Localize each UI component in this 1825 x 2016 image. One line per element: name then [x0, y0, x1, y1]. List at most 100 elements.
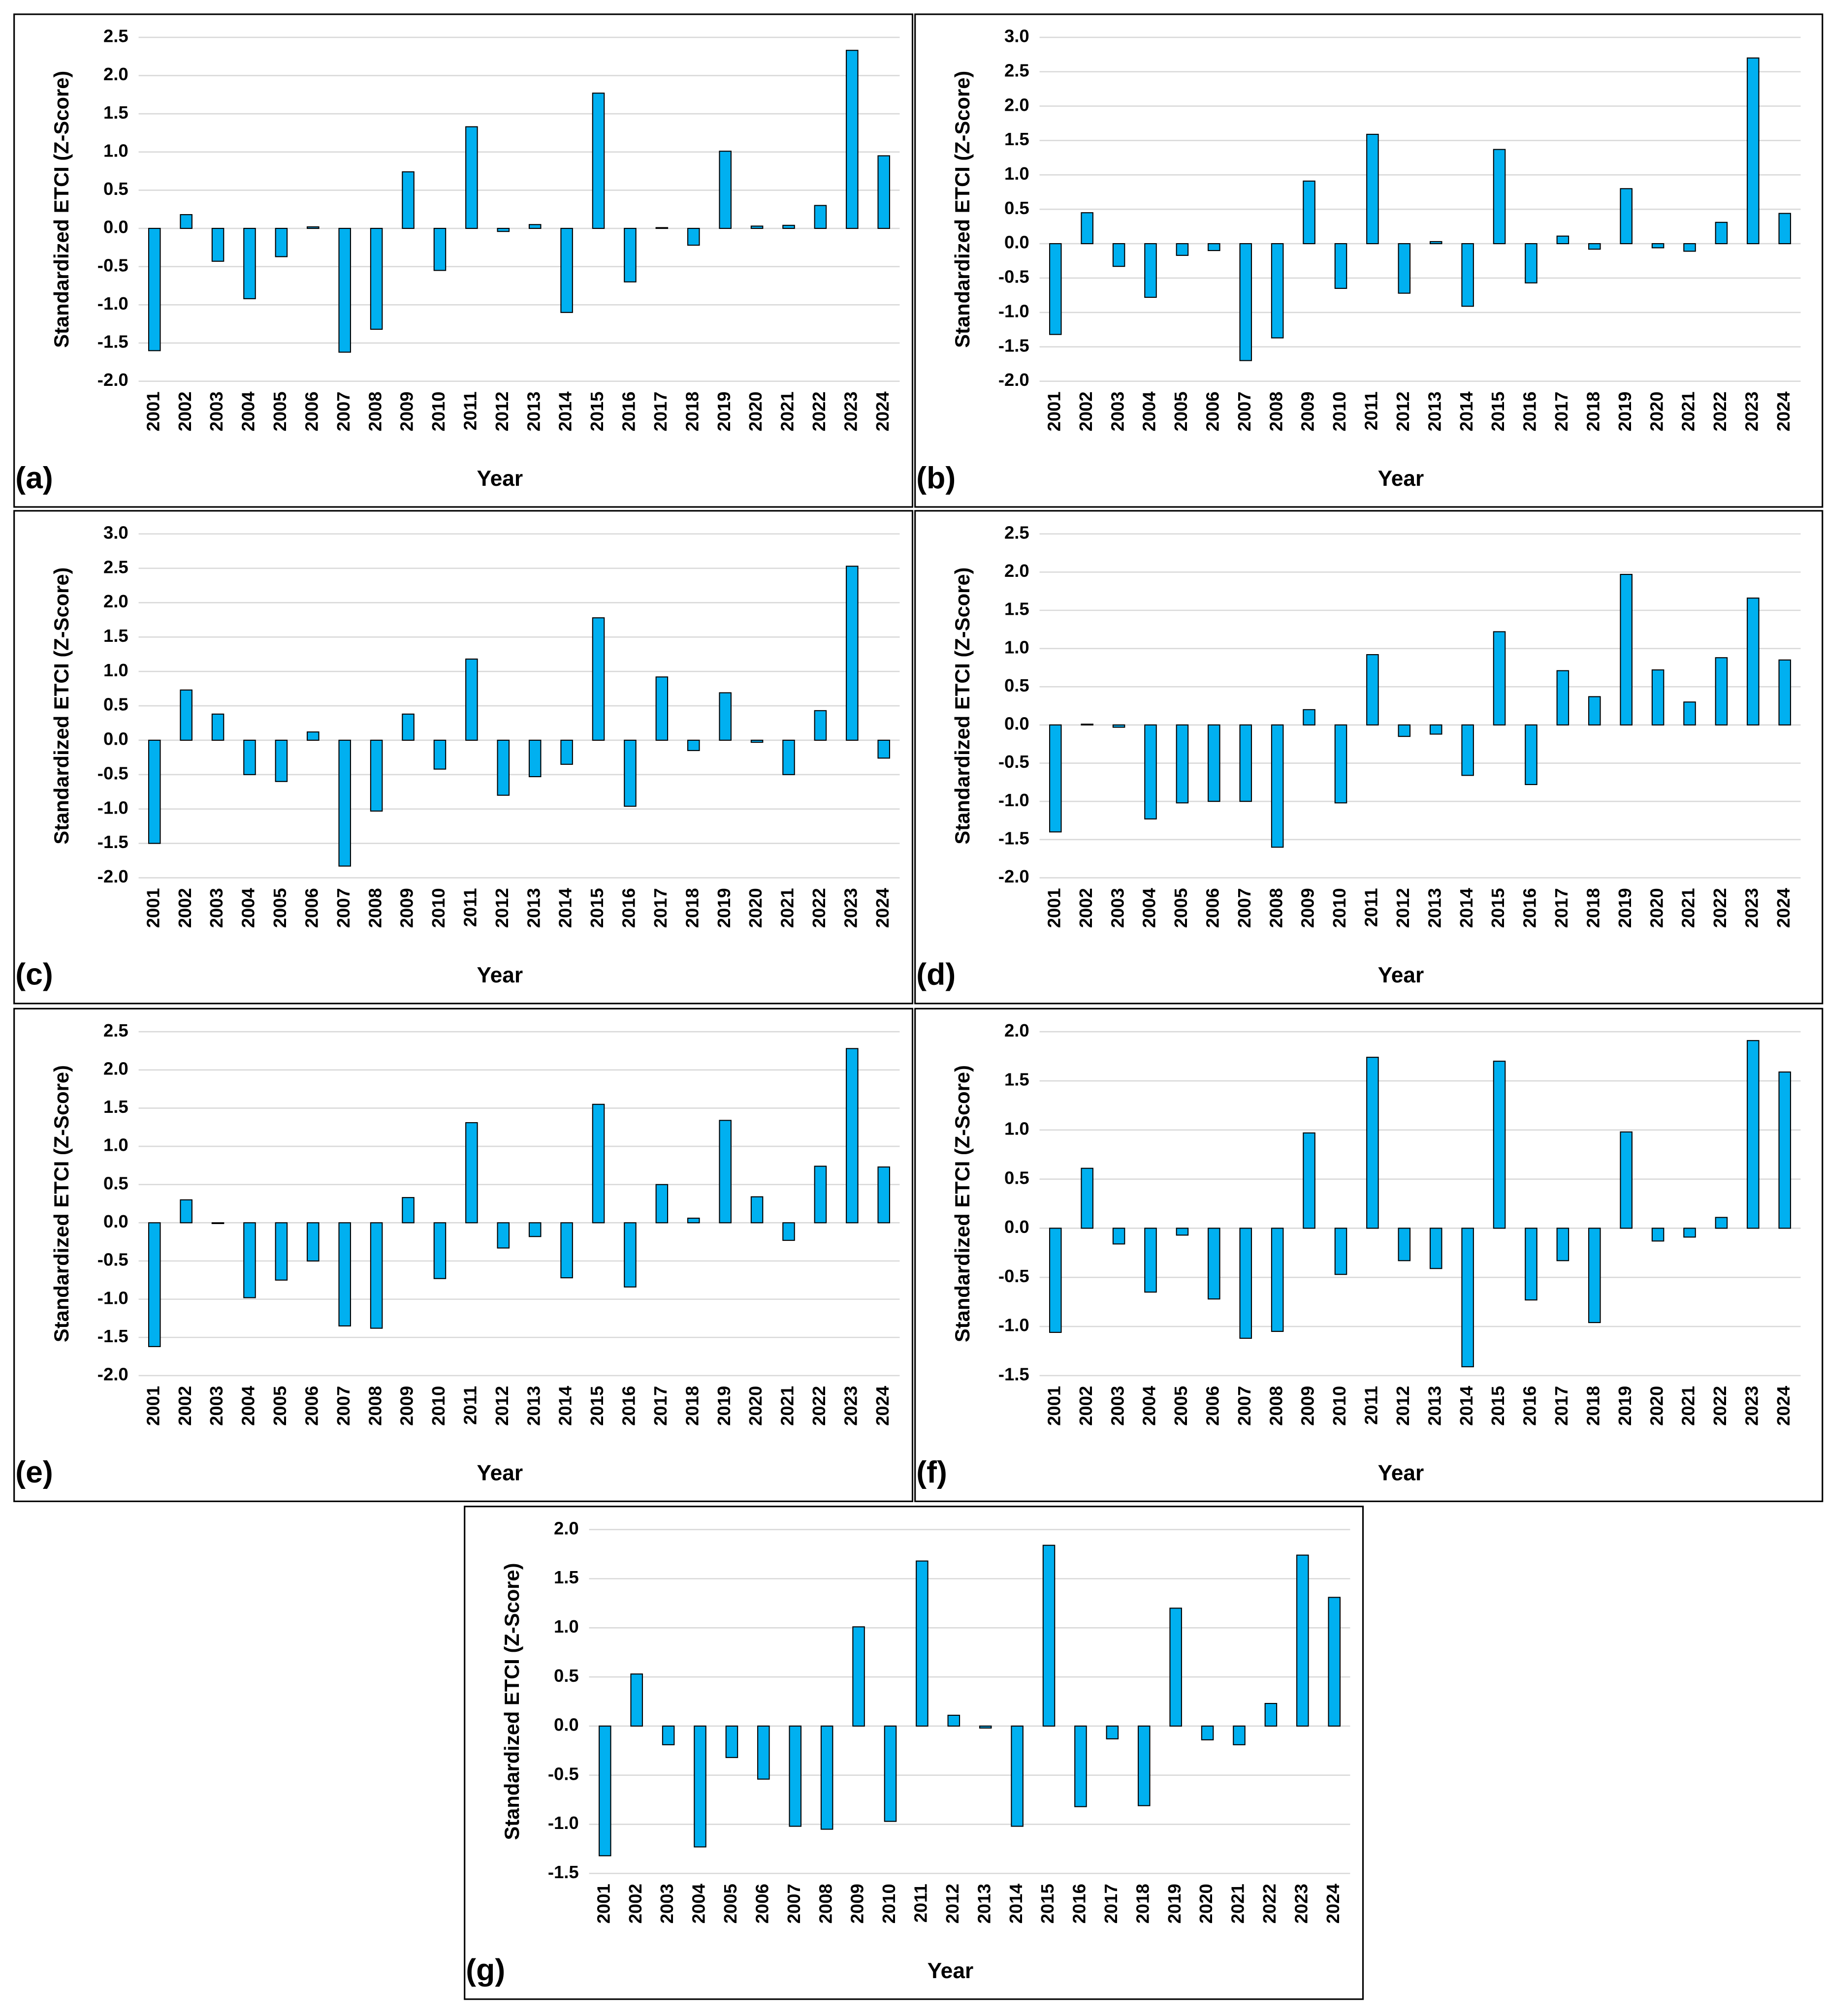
x-tick-label: 2023 [1741, 1386, 1761, 1426]
x-tick-label: 2006 [1202, 888, 1222, 928]
y-axis-label: Standardized ETCI (Z-Score) [50, 567, 73, 845]
x-tick-label: 2007 [784, 1884, 804, 1923]
bar [1049, 1228, 1062, 1333]
x-tick-label: 2002 [175, 888, 195, 928]
x-axis-label: Year [1378, 467, 1424, 491]
panel-label: (a) [15, 461, 53, 495]
bar [687, 739, 700, 751]
x-axis-label: Year [477, 963, 523, 987]
x-tick-label: 2002 [175, 391, 195, 431]
bar [1398, 1228, 1411, 1261]
x-tick-label: 2020 [1196, 1884, 1216, 1923]
bar [1747, 598, 1760, 725]
bar [1525, 1228, 1537, 1301]
x-tick-label: 2019 [714, 1386, 734, 1426]
bar [338, 227, 351, 353]
bar [1264, 1702, 1278, 1727]
x-tick-label: 2020 [745, 888, 766, 928]
x-axis-label: Year [1378, 1461, 1424, 1485]
x-tick-label: 2003 [206, 391, 226, 431]
bar [1074, 1725, 1087, 1807]
bar [275, 227, 288, 257]
x-axis-label: Year [1378, 963, 1424, 987]
x-tick-label: 2019 [1615, 888, 1635, 928]
bar [789, 1725, 802, 1827]
bar [1011, 1725, 1024, 1827]
bar [1556, 235, 1569, 245]
bar [1239, 724, 1252, 802]
y-tick-label: -1.0 [97, 293, 128, 314]
x-tick-label: 2005 [270, 1386, 290, 1426]
x-tick-label: 2024 [1773, 391, 1793, 432]
y-tick-label: 2.0 [103, 591, 128, 611]
x-tick-label: 2009 [397, 888, 417, 928]
bar [1239, 243, 1252, 361]
x-tick-label: 2008 [365, 1386, 385, 1426]
x-tick-label: 2021 [777, 391, 798, 431]
x-tick-label: 2002 [175, 1386, 195, 1426]
panel-label: (b) [916, 461, 956, 495]
x-tick-label: 2023 [1291, 1884, 1311, 1923]
y-tick-label: -0.5 [998, 752, 1029, 772]
x-tick-label: 2016 [619, 1386, 639, 1426]
x-tick-label: 2003 [206, 888, 226, 928]
x-tick-label: 2024 [1323, 1884, 1343, 1924]
bar [1049, 243, 1062, 335]
bar [433, 1222, 447, 1279]
bar [592, 1103, 605, 1224]
y-axis-label: Standardized ETCI (Z-Score) [50, 71, 73, 348]
x-tick-label: 2007 [333, 1386, 353, 1426]
panel: 2.5 2.0 1.5 1.0 0.5 0.0 -0.5 -1.0 -1.5 -2.0 Standa… [13, 13, 914, 508]
x-tick-label: 2013 [523, 888, 544, 928]
bar [1366, 1057, 1379, 1229]
bar [1081, 212, 1093, 245]
x-tick-label: 2019 [1615, 1386, 1635, 1426]
bar [877, 739, 890, 759]
bar [1651, 669, 1665, 725]
bar [1493, 149, 1506, 245]
bar [1715, 221, 1728, 245]
x-tick-label: 2005 [1171, 1386, 1191, 1426]
bar [180, 689, 192, 741]
panel-label: (g) [466, 1953, 505, 1987]
y-tick-label: -2.0 [998, 866, 1029, 886]
x-tick-label: 2001 [593, 1884, 613, 1923]
y-tick-label: 1.5 [554, 1567, 579, 1587]
x-tick-label: 2010 [1329, 391, 1349, 431]
x-tick-label: 2021 [1678, 1386, 1698, 1426]
x-tick-label: 2009 [397, 391, 417, 431]
x-tick-label: 2016 [1069, 1884, 1089, 1923]
bar [1208, 243, 1220, 252]
x-tick-label: 2021 [1678, 888, 1698, 928]
bar [338, 739, 351, 867]
bar [1429, 241, 1442, 245]
x-tick-label: 2010 [428, 888, 448, 928]
y-tick-label: 0.0 [103, 729, 128, 749]
x-tick-label: 2019 [1164, 1884, 1185, 1923]
x-tick-label: 2011 [460, 391, 480, 430]
x-tick-label: 2004 [238, 391, 258, 432]
bar [1176, 243, 1189, 256]
bar [1429, 724, 1442, 735]
x-tick-label: 2011 [460, 888, 480, 927]
bar [497, 227, 510, 232]
y-tick-label: 2.5 [1004, 60, 1029, 80]
bar [725, 1725, 738, 1758]
bar [1042, 1544, 1056, 1727]
bar [1303, 1132, 1315, 1229]
x-tick-label: 2013 [1424, 391, 1444, 431]
x-tick-label: 2002 [1076, 391, 1096, 431]
bar [465, 659, 478, 741]
y-tick-label: -0.5 [97, 763, 128, 783]
x-tick-label: 2013 [1424, 1386, 1444, 1426]
y-tick-label: -1.5 [97, 332, 128, 352]
x-tick-label: 2014 [1006, 1884, 1026, 1924]
bar [1588, 696, 1601, 725]
x-tick-label: 2011 [1361, 391, 1381, 430]
bar [211, 227, 224, 262]
bar [465, 126, 478, 229]
bar [1049, 724, 1062, 833]
x-tick-label: 2004 [689, 1884, 709, 1924]
x-tick-label: 2014 [555, 391, 576, 432]
bar [275, 739, 288, 782]
